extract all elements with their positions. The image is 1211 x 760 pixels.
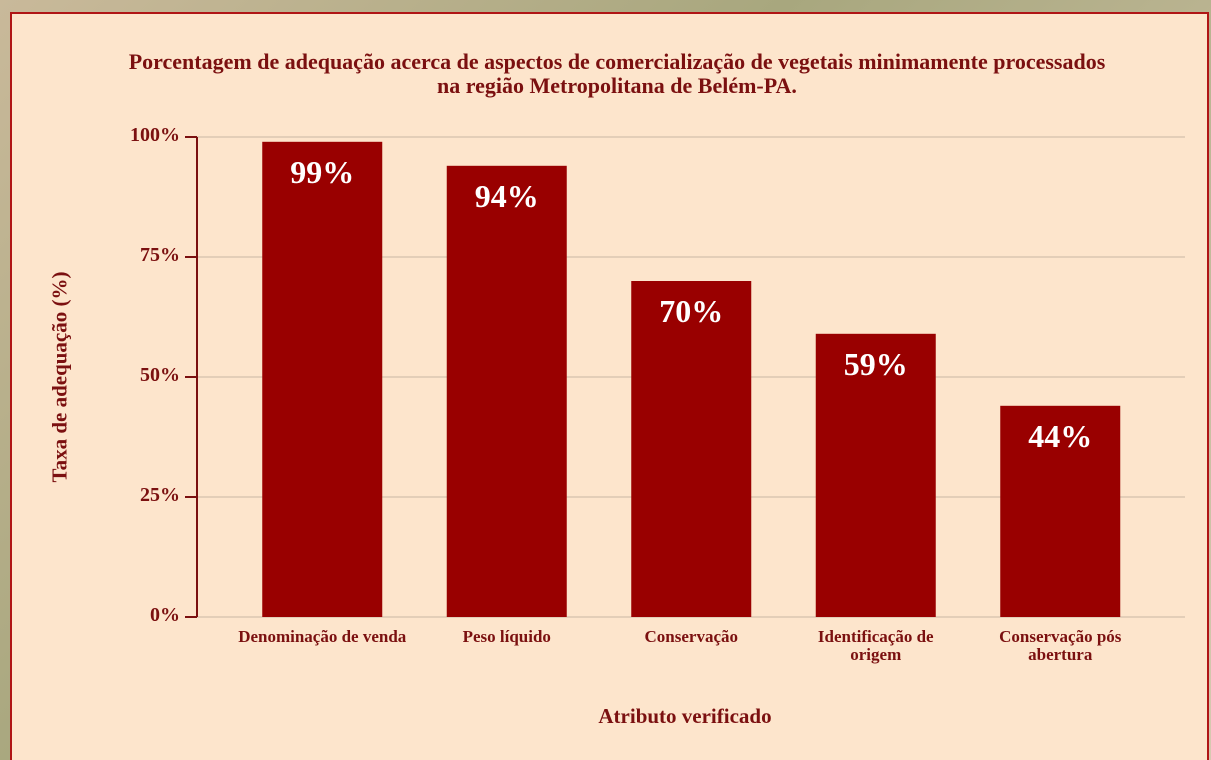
bar [631, 281, 752, 617]
x-tick-label: Conservação [644, 627, 738, 646]
value-label: 44% [1028, 417, 1093, 454]
chart-title: Porcentagem de adequação acerca de aspec… [128, 49, 1106, 98]
y-tick-label: 100% [130, 124, 180, 146]
value-label: 59% [843, 345, 908, 382]
bar [446, 165, 567, 618]
y-tick-label: 50% [140, 364, 180, 386]
y-tick-label: 75% [140, 244, 180, 266]
y-tick-label: 25% [140, 484, 180, 506]
value-label: 94% [474, 177, 539, 214]
value-label: 70% [659, 293, 724, 329]
bar [1000, 405, 1121, 617]
x-axis-title: Atributo verificado [598, 704, 772, 728]
bar [815, 333, 936, 617]
y-axis-title: Taxa de adequação (%) [47, 271, 72, 483]
value-label: 99% [290, 153, 355, 190]
x-tick-label: Conservação pós abertura [999, 627, 1122, 664]
x-tick-label: Identificação de origem [817, 627, 934, 664]
y-tick-label: 0% [150, 604, 180, 626]
x-tick-label: Denominação de venda [238, 627, 407, 646]
bar [262, 141, 383, 618]
x-tick-label: Peso líquido [462, 627, 551, 646]
